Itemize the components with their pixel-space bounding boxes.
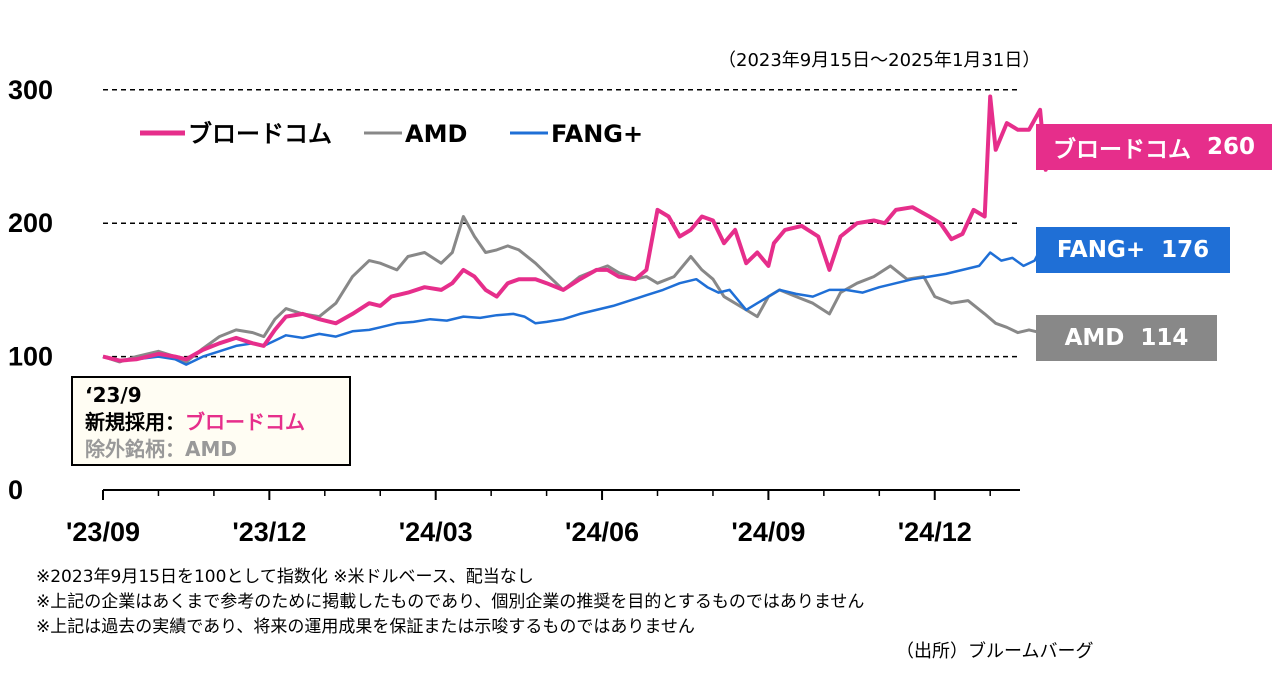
footnote: ※2023年9月15日を100として指数化 ※米ドルベース、配当なし [36, 567, 534, 587]
footnotes: ※2023年9月15日を100として指数化 ※米ドルベース、配当なし ※上記の企… [36, 565, 864, 640]
end-label-amd-name: AMD [1064, 325, 1125, 351]
y-axis-ticks: 300 200 100 0 [8, 75, 53, 505]
x-tick-label: '24/03 [399, 517, 473, 547]
legend-item-fang-label: FANG+ [551, 120, 643, 148]
end-label-broadcom: ブロードコム 260 [1036, 124, 1272, 170]
y-tick-label: 0 [8, 475, 23, 505]
note-added-row: 新規採用：ブロードコム [85, 409, 337, 436]
y-tick-label: 300 [8, 75, 53, 105]
series-line-broadcom [102, 94, 1054, 363]
note-removed-label: 除外銘柄： [85, 437, 185, 461]
note-added-label: 新規採用： [85, 410, 185, 434]
legend-item-amd-label: AMD [405, 120, 467, 148]
footnote: ※上記の企業はあくまで参考のために掲載したものであり、個別企業の推奨を目的とする… [36, 592, 865, 612]
source-label: （出所）ブルームバーグ [896, 641, 1094, 662]
end-label-amd: AMD 114 [1036, 315, 1217, 361]
end-label-fang: FANG+ 176 [1036, 227, 1230, 273]
x-tick-label: '23/09 [66, 517, 140, 547]
x-tick-label: '24/06 [565, 517, 639, 547]
constituent-change-note: ‘23/9 新規採用：ブロードコム 除外銘柄：AMD [71, 376, 351, 466]
note-date: ‘23/9 [85, 383, 142, 407]
end-label-fang-name: FANG+ [1056, 237, 1146, 263]
x-axis-ticks: '23/09 '23/12 '24/03 '24/06 '24/09 '24/12 [66, 517, 972, 547]
x-tick-label: '24/09 [731, 517, 805, 547]
series-lines [102, 94, 1054, 366]
series-line-fang [102, 248, 1052, 366]
x-tick-label: '23/12 [232, 517, 306, 547]
legend: ブロードコム AMD FANG+ [140, 120, 643, 148]
y-tick-label: 200 [8, 208, 53, 238]
end-label-broadcom-name: ブロードコム [1052, 137, 1191, 163]
legend-item-broadcom-label: ブロードコム [188, 120, 332, 148]
note-added-value: ブロードコム [185, 410, 305, 434]
period-label: （2023年9月15日～2025年1月31日） [718, 50, 1041, 71]
end-label-broadcom-value: 260 [1206, 134, 1255, 160]
x-axis [102, 489, 1020, 500]
end-label-amd-value: 114 [1140, 325, 1189, 351]
note-removed-value: AMD [185, 437, 237, 461]
y-tick-label: 100 [8, 342, 53, 372]
note-removed-row: 除外銘柄：AMD [85, 436, 337, 463]
x-tick-label: '24/12 [898, 517, 972, 547]
footnote: ※上記は過去の実績であり、将来の運用成果を保証または示唆するものではありません [36, 617, 695, 637]
end-label-fang-value: 176 [1161, 237, 1210, 263]
